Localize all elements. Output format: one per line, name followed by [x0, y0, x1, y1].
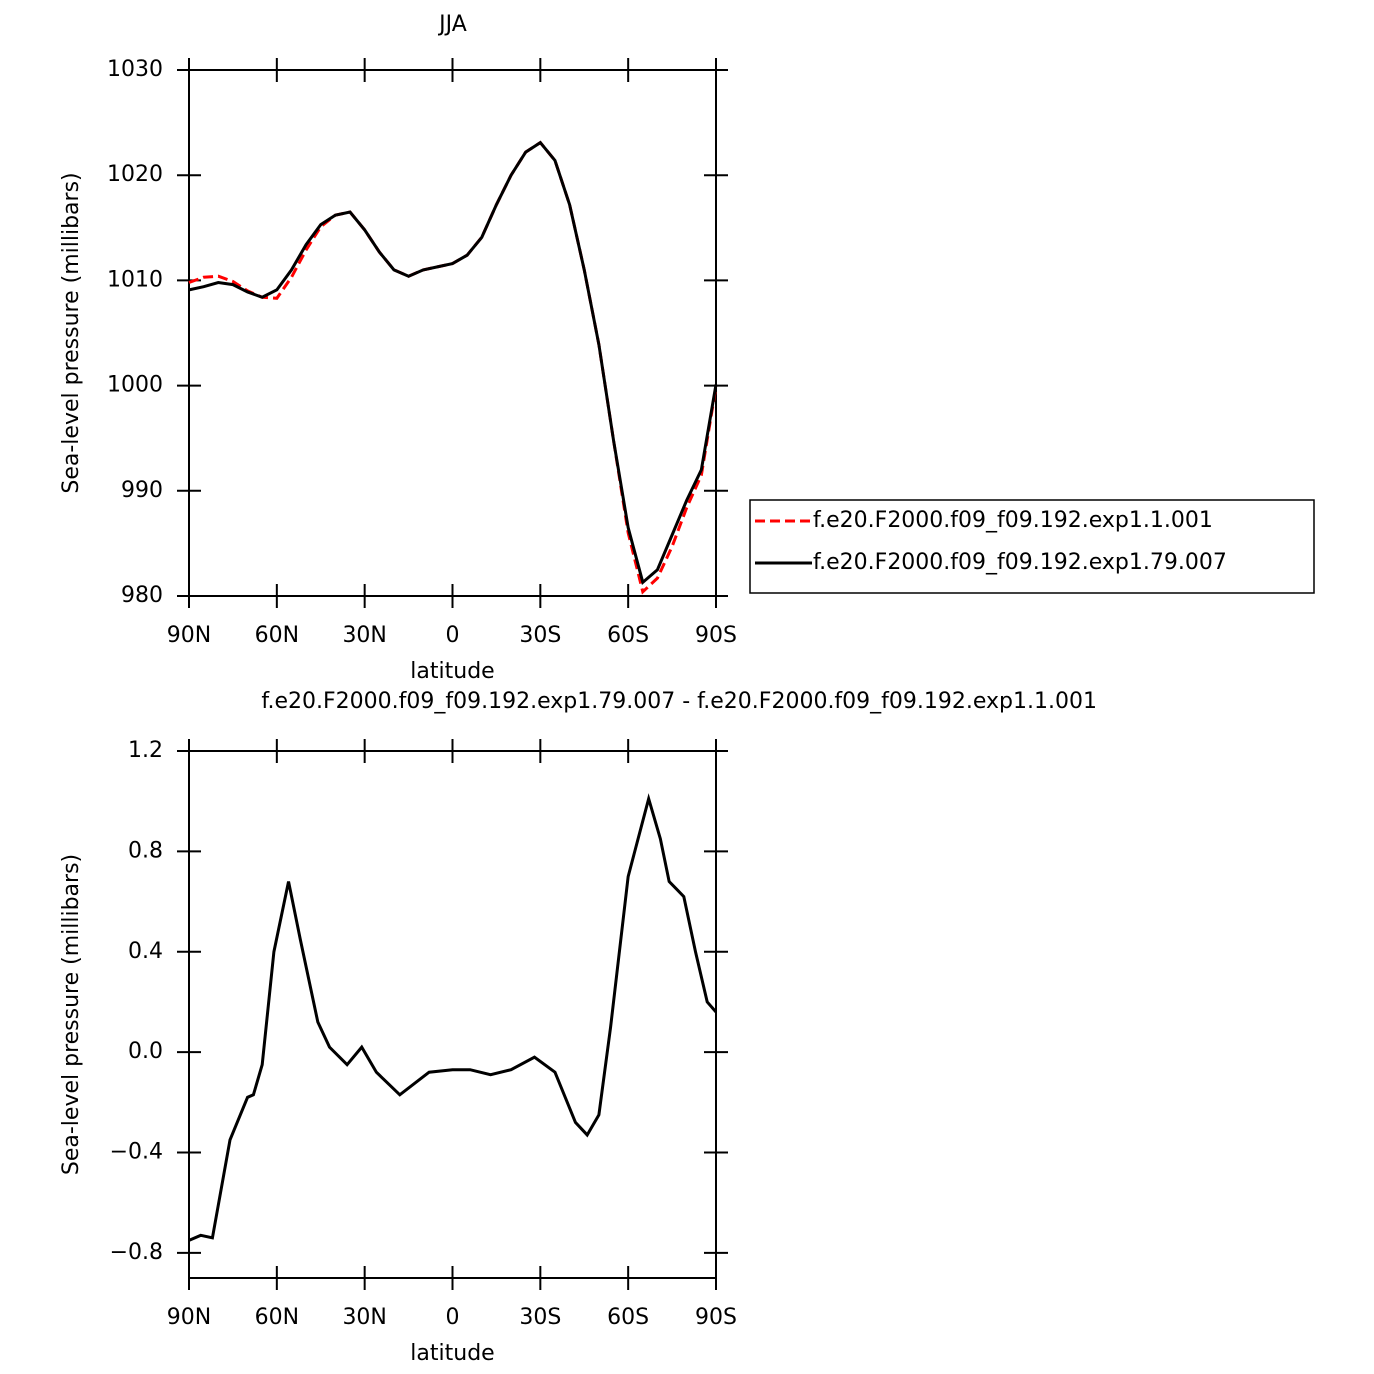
series-line: [188, 140, 718, 595]
legend-label: f.e20.F2000.f09_f09.192.exp1.1.001: [813, 508, 1213, 533]
y-tick-label: 0.4: [128, 939, 163, 964]
x-axis-label: latitude: [410, 659, 494, 684]
x-tick-label: 90N: [167, 1305, 211, 1330]
series-line: [188, 793, 718, 1242]
y-tick-label: 1030: [107, 57, 163, 82]
x-tick-label: 90S: [695, 1305, 737, 1330]
y-tick-label: 1020: [107, 162, 163, 187]
x-tick-label: 90N: [167, 623, 211, 648]
x-tick-label: 0: [446, 1305, 460, 1330]
y-tick-label: 990: [121, 478, 163, 503]
y-axis-label: Sea-level pressure (millibars): [59, 854, 84, 1175]
y-tick-label: −0.8: [110, 1240, 163, 1265]
series-line: [188, 140, 718, 586]
y-tick-label: 1010: [107, 267, 163, 292]
y-axis-label: Sea-level pressure (millibars): [59, 172, 84, 493]
y-tick-label: −0.4: [110, 1140, 163, 1165]
x-tick-label: 90S: [695, 623, 737, 648]
x-tick-label: 60S: [607, 1305, 649, 1330]
chart-title: JJA: [437, 12, 467, 37]
x-tick-label: 0: [446, 623, 460, 648]
x-tick-label: 30S: [519, 1305, 561, 1330]
x-tick-label: 30N: [342, 623, 386, 648]
y-tick-label: 1000: [107, 373, 163, 398]
chart-title: f.e20.F2000.f09_f09.192.exp1.79.007 - f.…: [261, 689, 1097, 714]
x-axis-label: latitude: [410, 1341, 494, 1366]
x-tick-label: 60N: [255, 623, 299, 648]
y-tick-label: 1.2: [128, 738, 163, 763]
x-tick-label: 30S: [519, 623, 561, 648]
legend-box: [749, 499, 1315, 594]
y-tick-label: 0.0: [128, 1039, 163, 1064]
y-tick-label: 980: [121, 583, 163, 608]
plot-frame: [188, 69, 717, 597]
x-tick-label: 30N: [342, 1305, 386, 1330]
y-tick-label: 0.8: [128, 838, 163, 863]
legend-label: f.e20.F2000.f09_f09.192.exp1.79.007: [813, 550, 1227, 575]
x-tick-label: 60N: [255, 1305, 299, 1330]
x-tick-label: 60S: [607, 623, 649, 648]
